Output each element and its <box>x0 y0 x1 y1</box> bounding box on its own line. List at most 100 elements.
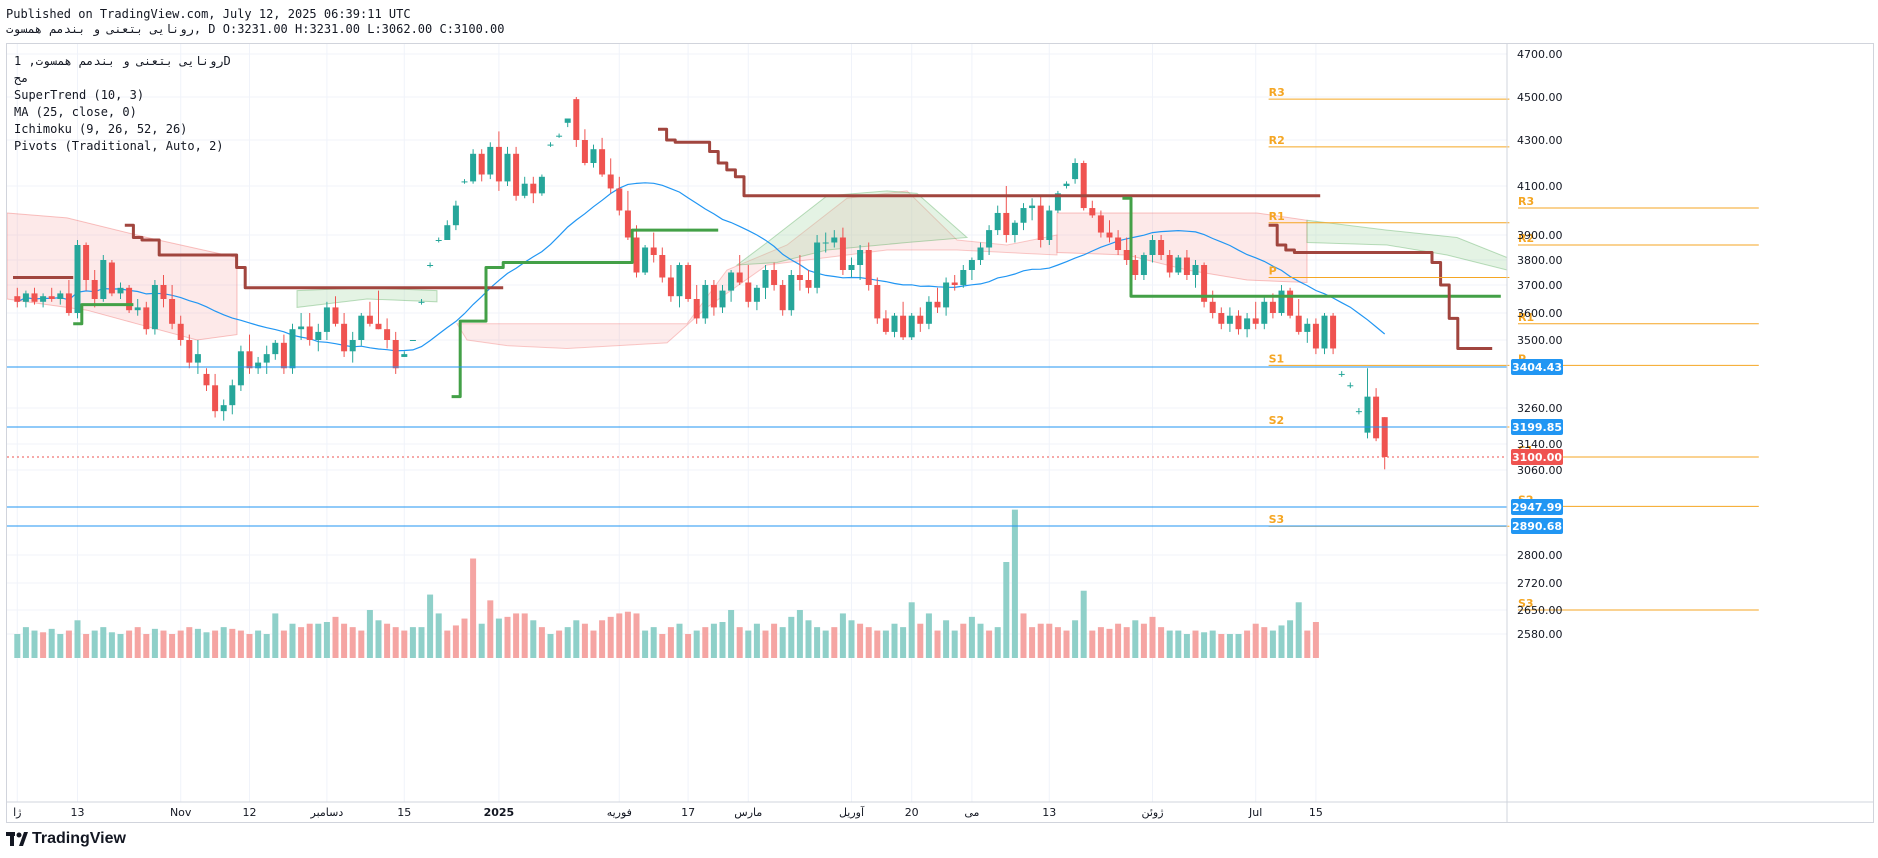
volume-bar <box>1089 630 1096 658</box>
candle-body <box>272 342 279 355</box>
price-tick-label: 3800.00 <box>1517 254 1563 267</box>
volume-bar <box>702 627 709 658</box>
volume-bar <box>599 620 606 658</box>
indicator-supertrend[interactable]: SuperTrend (10, 3) <box>14 88 145 102</box>
price-tick-label: 4700.00 <box>1517 48 1563 61</box>
time-tick-label: 15 <box>397 806 411 819</box>
candle-body <box>710 285 717 308</box>
volume-bar <box>564 627 571 658</box>
volume-bar <box>341 623 348 658</box>
candle-body <box>108 262 115 294</box>
volume-bar <box>1183 634 1190 658</box>
candle-body <box>1235 315 1242 330</box>
time-tick-label: می <box>964 806 979 819</box>
candle-body <box>495 146 502 182</box>
volume-bar <box>1166 630 1173 658</box>
price-tag <box>1511 419 1563 435</box>
candle-body <box>607 174 614 189</box>
candle-body <box>986 230 993 248</box>
candle-body <box>745 282 752 302</box>
candle-body <box>762 270 769 288</box>
volume-bar <box>814 627 821 658</box>
ichimoku-cloud-bear <box>6 212 238 341</box>
candle-body <box>280 342 287 369</box>
candle-body <box>100 260 107 299</box>
candle-body <box>736 272 743 283</box>
volume-bar <box>710 623 717 658</box>
price-tag <box>1511 449 1563 465</box>
candle-body <box>48 296 55 299</box>
volume-bar <box>1304 630 1311 658</box>
price-tag <box>1511 499 1563 515</box>
candle-body <box>263 354 270 363</box>
volume-bar <box>418 627 425 658</box>
volume-bar <box>91 630 98 658</box>
volume-bar <box>865 627 872 658</box>
price-tick-label: 2580.00 <box>1517 628 1563 641</box>
volume-bar <box>1175 630 1182 658</box>
indicator-pivots[interactable]: Pivots (Traditional, Auto, 2) <box>14 139 224 153</box>
price-tick-label: 4300.00 <box>1517 134 1563 147</box>
tradingview-logo-icon <box>6 832 28 846</box>
candle-body <box>177 323 184 340</box>
volume-bar <box>117 634 124 658</box>
volume-bar <box>1011 509 1018 658</box>
candle-body <box>306 326 313 340</box>
candle-body <box>521 183 528 196</box>
supertrend-line <box>124 223 504 290</box>
price-tag <box>1511 518 1563 534</box>
candle-body <box>134 307 141 311</box>
volume-bar <box>917 623 924 658</box>
volume-bar <box>246 634 253 658</box>
candle-body <box>409 340 416 341</box>
candle-body <box>1355 411 1362 413</box>
volume-bar <box>857 623 864 658</box>
volume-bar <box>280 630 287 658</box>
ohlc-line: رونایی بتعنی و بندمم همسوت, D O:3231.00 … <box>6 22 505 36</box>
volume-bar <box>289 623 296 658</box>
candle-body <box>659 255 666 278</box>
volume-bar <box>513 613 520 658</box>
chart-frame[interactable]: R3R2R1PS1S2S3R3R2R1PS1S2S34700.004500.00… <box>6 43 1874 823</box>
indicator-ma[interactable]: MA (25, close, 0) <box>14 105 137 119</box>
candle-body <box>1123 250 1130 260</box>
volume-bar <box>882 630 889 658</box>
candle-body <box>91 280 98 299</box>
volume-bar <box>495 618 502 658</box>
candle-body <box>504 153 511 182</box>
candle-body <box>341 323 348 352</box>
candle-body <box>728 272 735 291</box>
time-tick-label: Nov <box>170 806 192 819</box>
candle-body <box>255 362 262 369</box>
indicator-ichimoku[interactable]: Ichimoku (9, 26, 52, 26) <box>14 122 188 136</box>
candle-body <box>1132 260 1139 275</box>
time-tick-label: 15 <box>1309 806 1323 819</box>
candle-body <box>1226 315 1233 324</box>
volume-bar <box>874 630 881 658</box>
volume-bar <box>1046 623 1053 658</box>
candle-body <box>461 181 468 183</box>
candle-body <box>349 340 356 352</box>
volume-bar <box>590 630 597 658</box>
ichimoku-cloud-bull-2 <box>735 190 969 266</box>
candle-body <box>667 277 674 297</box>
candle-body <box>693 299 700 319</box>
volume-bar <box>229 628 236 658</box>
pivot-label: S3 <box>1518 597 1534 610</box>
candle-body <box>151 285 158 330</box>
volume-bar <box>452 625 459 658</box>
tradingview-logo[interactable]: TradingView <box>6 830 126 848</box>
volume-bar <box>1003 562 1010 658</box>
candle-body <box>487 146 494 175</box>
volume-bar <box>427 594 434 658</box>
volume-bar <box>470 558 477 658</box>
time-tick-label: مارس <box>734 806 762 819</box>
candle-body <box>1209 301 1216 313</box>
volume-bar <box>366 610 373 658</box>
volume-bar <box>1106 628 1113 658</box>
volume-bar <box>848 620 855 658</box>
pivot-label: R3 <box>1269 86 1285 99</box>
candle-body <box>857 250 864 265</box>
chart-svg[interactable]: R3R2R1PS1S2S3R3R2R1PS1S2S34700.004500.00… <box>6 44 1873 822</box>
volume-bar <box>272 613 279 658</box>
